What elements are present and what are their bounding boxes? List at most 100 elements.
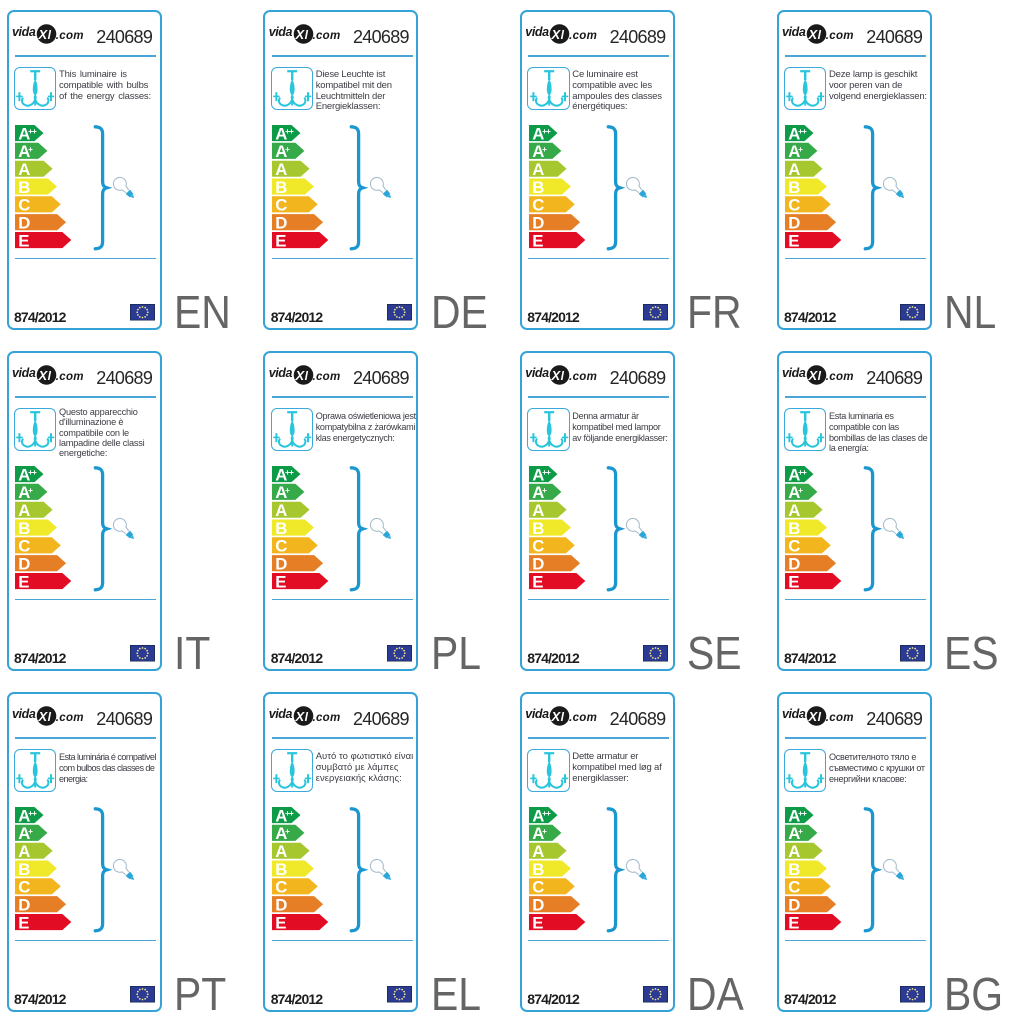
svg-text:E: E xyxy=(19,913,30,932)
svg-text:+: + xyxy=(542,145,547,154)
svg-text:A: A xyxy=(275,501,287,520)
svg-text:E: E xyxy=(789,913,800,932)
svg-text:E: E xyxy=(19,572,30,591)
svg-text:A: A xyxy=(789,824,801,843)
svg-text:X: X xyxy=(551,368,562,383)
svg-text:E: E xyxy=(789,572,800,591)
svg-text:A: A xyxy=(275,125,287,143)
svg-text:C: C xyxy=(789,536,801,555)
svg-text:C: C xyxy=(789,877,801,896)
svg-text:X: X xyxy=(807,27,818,42)
svg-text:++: ++ xyxy=(285,468,294,477)
svg-text:B: B xyxy=(275,178,287,197)
svg-text:D: D xyxy=(532,554,544,573)
svg-text:B: B xyxy=(789,178,801,197)
svg-text:A: A xyxy=(789,807,801,825)
svg-text:A: A xyxy=(789,142,801,161)
svg-text:B: B xyxy=(532,860,544,879)
svg-text:X: X xyxy=(37,709,48,724)
svg-text:X: X xyxy=(807,368,818,383)
svg-text:C: C xyxy=(532,195,544,214)
svg-text:A: A xyxy=(532,483,544,502)
svg-text:C: C xyxy=(19,536,31,555)
svg-text:E: E xyxy=(275,231,286,250)
svg-text:+: + xyxy=(28,486,33,495)
svg-text:l: l xyxy=(47,28,51,42)
svg-text:B: B xyxy=(532,178,544,197)
svg-text:l: l xyxy=(47,369,51,383)
svg-text:l: l xyxy=(817,28,821,42)
svg-text:A: A xyxy=(532,842,544,861)
svg-text:X: X xyxy=(551,709,562,724)
svg-text:D: D xyxy=(275,213,287,232)
svg-text:l: l xyxy=(47,710,51,724)
svg-text:A: A xyxy=(275,142,287,161)
svg-text:A: A xyxy=(532,142,544,161)
svg-text:++: ++ xyxy=(285,127,294,136)
svg-text:B: B xyxy=(532,519,544,538)
svg-text:D: D xyxy=(19,554,31,573)
svg-text:A: A xyxy=(789,466,801,484)
svg-text:l: l xyxy=(304,710,308,724)
svg-text:C: C xyxy=(532,877,544,896)
svg-text:A: A xyxy=(19,125,31,143)
svg-text:+: + xyxy=(798,486,803,495)
svg-text:A: A xyxy=(789,160,801,179)
svg-text:D: D xyxy=(19,213,31,232)
svg-text:+: + xyxy=(542,827,547,836)
svg-text:A: A xyxy=(19,483,31,502)
svg-text:+: + xyxy=(798,827,803,836)
svg-text:++: ++ xyxy=(542,468,551,477)
svg-text:A: A xyxy=(19,466,31,484)
svg-text:A: A xyxy=(532,824,544,843)
svg-text:A: A xyxy=(275,824,287,843)
svg-text:X: X xyxy=(294,709,305,724)
svg-text:C: C xyxy=(275,536,287,555)
svg-text:D: D xyxy=(789,213,801,232)
svg-text:A: A xyxy=(532,125,544,143)
svg-text:A: A xyxy=(275,160,287,179)
svg-text:++: ++ xyxy=(798,809,807,818)
svg-text:A: A xyxy=(789,125,801,143)
svg-text:++: ++ xyxy=(28,809,37,818)
svg-text:A: A xyxy=(275,466,287,484)
svg-text:++: ++ xyxy=(28,127,37,136)
svg-text:l: l xyxy=(817,369,821,383)
svg-text:D: D xyxy=(19,895,31,914)
svg-text:++: ++ xyxy=(542,127,551,136)
svg-text:D: D xyxy=(275,895,287,914)
svg-text:l: l xyxy=(561,28,565,42)
svg-text:++: ++ xyxy=(542,809,551,818)
svg-text:B: B xyxy=(275,860,287,879)
svg-text:X: X xyxy=(37,368,48,383)
svg-text:B: B xyxy=(19,860,31,879)
svg-text:D: D xyxy=(532,213,544,232)
svg-text:A: A xyxy=(19,807,31,825)
svg-text:X: X xyxy=(37,27,48,42)
svg-text:A: A xyxy=(789,501,801,520)
svg-text:++: ++ xyxy=(798,127,807,136)
svg-text:B: B xyxy=(19,178,31,197)
svg-text:B: B xyxy=(19,519,31,538)
svg-text:+: + xyxy=(285,145,290,154)
svg-text:D: D xyxy=(275,554,287,573)
svg-text:+: + xyxy=(28,827,33,836)
svg-text:X: X xyxy=(807,709,818,724)
svg-text:D: D xyxy=(532,895,544,914)
svg-text:A: A xyxy=(275,807,287,825)
svg-text:X: X xyxy=(294,27,305,42)
svg-text:E: E xyxy=(789,231,800,250)
svg-text:A: A xyxy=(532,501,544,520)
svg-text:E: E xyxy=(532,913,543,932)
svg-text:A: A xyxy=(532,466,544,484)
svg-text:C: C xyxy=(532,536,544,555)
svg-text:D: D xyxy=(789,895,801,914)
svg-text:E: E xyxy=(19,231,30,250)
svg-text:B: B xyxy=(275,519,287,538)
svg-text:+: + xyxy=(285,486,290,495)
svg-text:A: A xyxy=(19,842,31,861)
svg-text:C: C xyxy=(789,195,801,214)
svg-text:B: B xyxy=(789,519,801,538)
svg-text:A: A xyxy=(532,807,544,825)
svg-text:++: ++ xyxy=(28,468,37,477)
